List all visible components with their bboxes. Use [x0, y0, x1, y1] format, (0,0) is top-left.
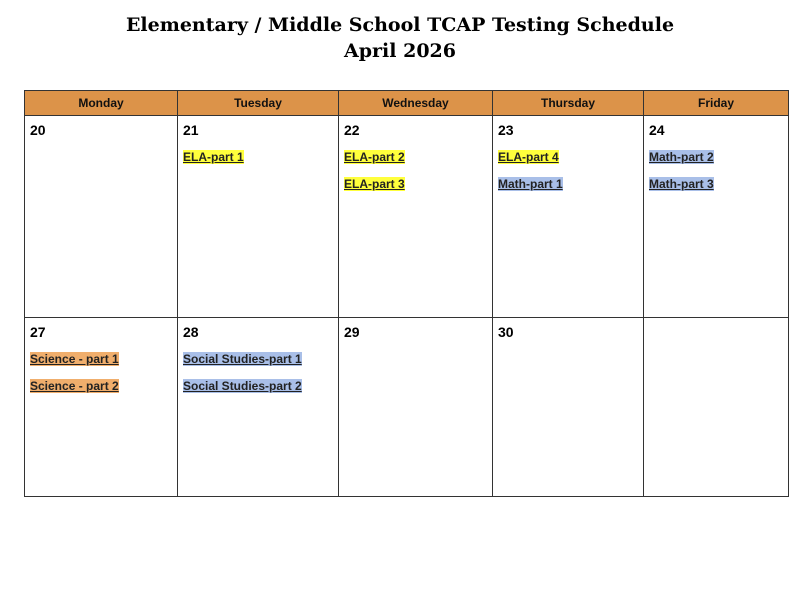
- day-number: 30: [498, 324, 514, 340]
- day-number: 24: [649, 122, 665, 138]
- test-event[interactable]: Math-part 3: [649, 177, 714, 191]
- weekday-header-thursday: Thursday: [492, 90, 644, 116]
- week-row: 27 Science - part 1 Science - part 2 28 Soci…: [24, 317, 789, 497]
- test-event[interactable]: Social Studies-part 1: [183, 352, 302, 366]
- weekday-header-tuesday: Tuesday: [177, 90, 339, 116]
- test-event[interactable]: ELA-part 4: [498, 150, 559, 164]
- test-event[interactable]: Science - part 1: [30, 352, 119, 366]
- test-event[interactable]: Science - part 2: [30, 379, 119, 393]
- page-subtitle: April 2026: [344, 40, 456, 62]
- test-event[interactable]: Math-part 2: [649, 150, 714, 164]
- day-number: 21: [183, 122, 199, 138]
- weekday-header-row: Monday Tuesday Wednesday Thursday Friday: [24, 90, 789, 116]
- day-cell: 30: [492, 317, 644, 497]
- day-cell: 24 Math-part 2 Math-part 3: [643, 115, 789, 318]
- day-number: 23: [498, 122, 514, 138]
- test-event[interactable]: Math-part 1: [498, 177, 563, 191]
- calendar-table: Monday Tuesday Wednesday Thursday Friday 20 2…: [24, 90, 789, 497]
- day-number: 27: [30, 324, 46, 340]
- day-cell: 21 ELA-part 1: [177, 115, 339, 318]
- day-number: 20: [30, 122, 46, 138]
- weekday-header-monday: Monday: [24, 90, 178, 116]
- day-cell: 28 Social Studies-part 1 Social Studies-pa…: [177, 317, 339, 497]
- week-row: 20 21 ELA-part 1 22 ELA-part 2 ELA-part 3 23 EL…: [24, 115, 789, 318]
- page-title: Elementary / Middle School TCAP Testing …: [125, 14, 675, 36]
- day-number: 29: [344, 324, 360, 340]
- day-cell: 29: [338, 317, 493, 497]
- day-number: 22: [344, 122, 360, 138]
- day-cell: [643, 317, 789, 497]
- day-cell: 20: [24, 115, 178, 318]
- test-event[interactable]: ELA-part 1: [183, 150, 244, 164]
- day-cell: 22 ELA-part 2 ELA-part 3: [338, 115, 493, 318]
- test-event[interactable]: Social Studies-part 2: [183, 379, 302, 393]
- day-cell: 23 ELA-part 4 Math-part 1: [492, 115, 644, 318]
- day-number: 28: [183, 324, 199, 340]
- day-cell: 27 Science - part 1 Science - part 2: [24, 317, 178, 497]
- test-event[interactable]: ELA-part 2: [344, 150, 405, 164]
- weekday-header-wednesday: Wednesday: [338, 90, 493, 116]
- weekday-header-friday: Friday: [643, 90, 789, 116]
- test-event[interactable]: ELA-part 3: [344, 177, 405, 191]
